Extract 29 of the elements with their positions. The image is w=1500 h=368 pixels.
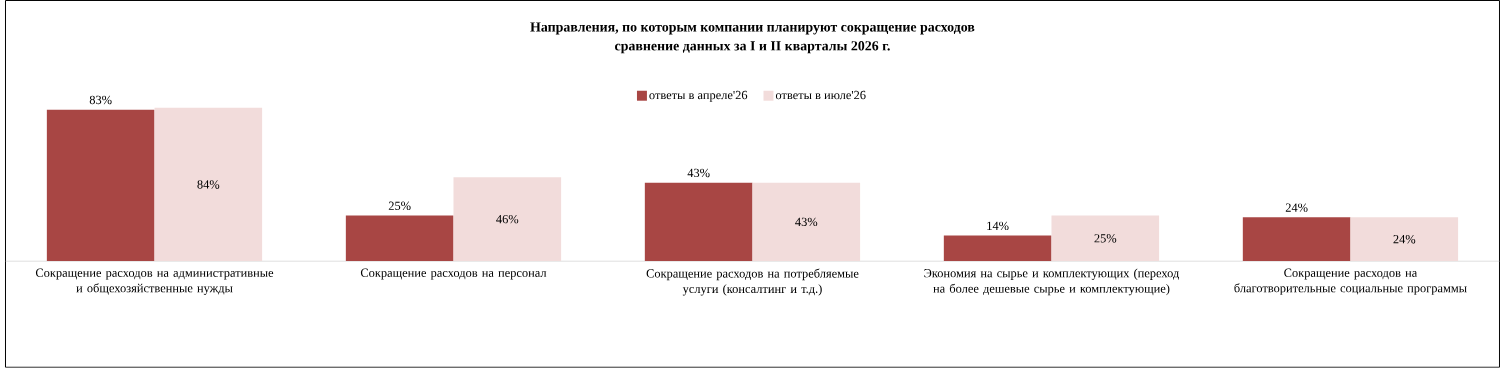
- data-label: 25%: [1094, 234, 1117, 243]
- data-label: 43%: [795, 217, 818, 227]
- legend-label: ответы в апреле'26: [649, 90, 748, 102]
- data-label: 24%: [1393, 235, 1416, 244]
- bar: [644, 182, 753, 262]
- data-label: 25%: [388, 201, 411, 211]
- bar: [752, 182, 861, 262]
- bar: [345, 215, 454, 262]
- bar: [154, 107, 263, 262]
- chart-subtitle: сравнение данных за I и II кварталы 2026 г.: [615, 41, 890, 54]
- data-label: 24%: [1285, 203, 1308, 212]
- data-label: 14%: [987, 221, 1009, 231]
- bar: [1051, 215, 1160, 262]
- bar: [1350, 217, 1459, 262]
- x-tick-label: Сокращение расходов на персонал: [360, 268, 547, 280]
- data-label: 46%: [496, 215, 519, 224]
- data-label: 84%: [197, 180, 220, 189]
- legend-label: ответы в июле'26: [775, 90, 866, 100]
- bar: [1242, 217, 1351, 262]
- bar: [453, 177, 562, 262]
- x-tick-label: Сокращение расходов на административные и общехозяйственные нужды: [35, 268, 274, 296]
- bar: [943, 235, 1052, 262]
- x-tick-label: Сокращение расходов на потребляемые услуги (консалтинг и т.д.): [646, 268, 859, 296]
- data-label: 83%: [89, 95, 112, 105]
- chart-title: Направления, по которым компании планируют сокращение расходов: [530, 22, 975, 35]
- bar: [46, 109, 155, 262]
- x-tick-label: Сокращение расходов на благотворительные социальные программы: [1234, 268, 1467, 295]
- data-label: 43%: [687, 168, 710, 178]
- x-tick-label: Экономия на сырье и комплектующих (переход на более дешевые сырье и комплектующие): [924, 268, 1180, 296]
